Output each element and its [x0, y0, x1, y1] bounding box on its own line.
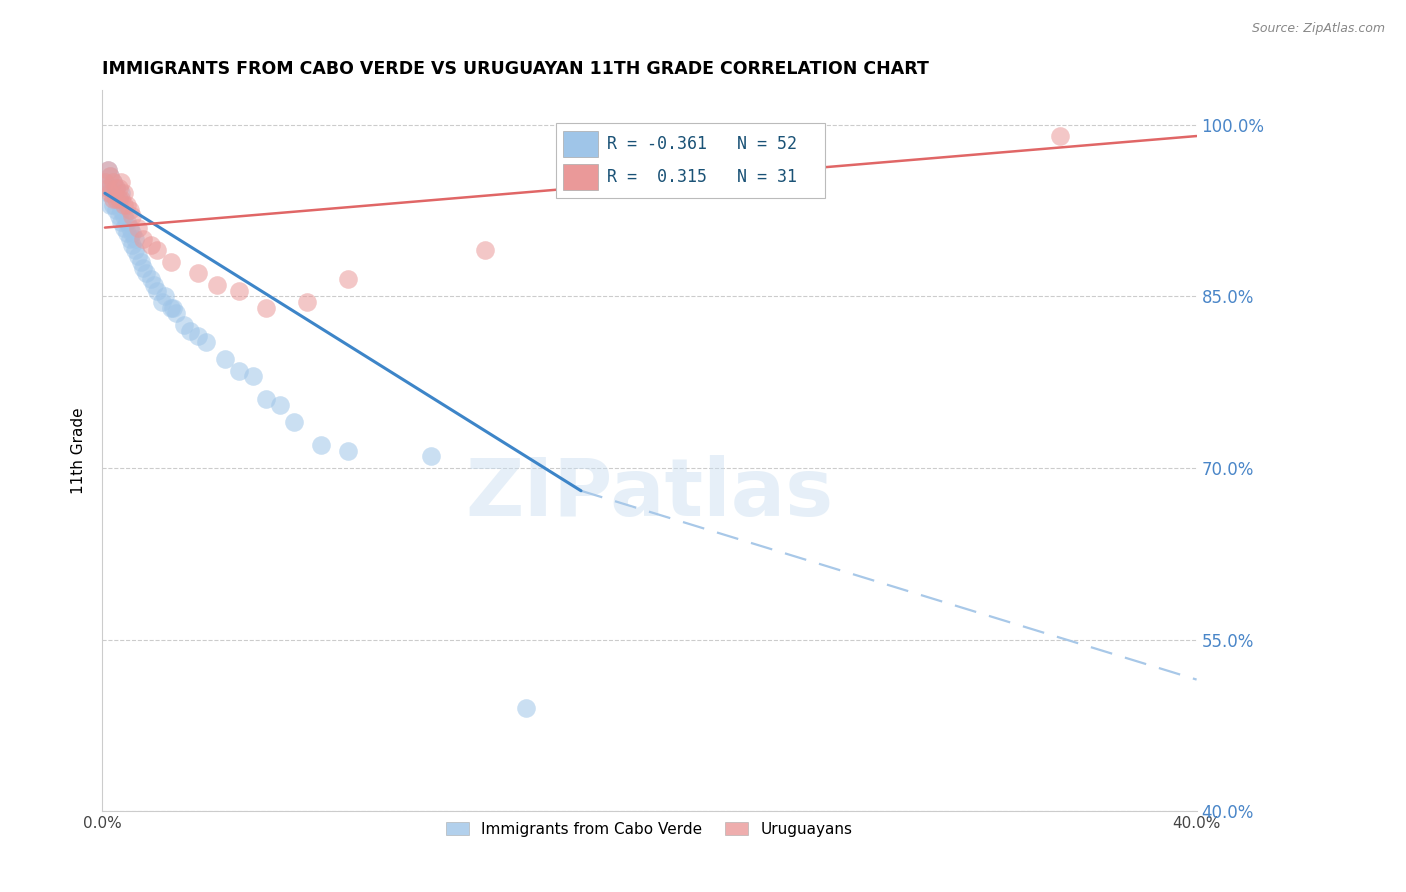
Point — [135, 266, 157, 280]
Point — [100, 186, 122, 201]
Point — [100, 169, 122, 183]
Point — [228, 284, 250, 298]
Point — [165, 306, 187, 320]
Text: R = -0.361   N = 52: R = -0.361 N = 52 — [607, 136, 797, 153]
Point — [309, 438, 332, 452]
Point — [515, 701, 537, 715]
Point — [100, 197, 122, 211]
Point — [195, 334, 218, 349]
Point — [118, 232, 141, 246]
Point — [254, 392, 277, 407]
Point — [101, 197, 124, 211]
Point — [107, 192, 129, 206]
Point — [110, 203, 132, 218]
Point — [159, 301, 181, 315]
Point — [124, 244, 146, 258]
Point — [104, 180, 127, 194]
Point — [110, 215, 132, 229]
Point — [337, 272, 360, 286]
Point — [107, 192, 129, 206]
Point — [104, 192, 127, 206]
Point — [146, 284, 169, 298]
Point — [97, 186, 120, 201]
Point — [179, 324, 201, 338]
Point — [159, 255, 181, 269]
Y-axis label: 11th Grade: 11th Grade — [72, 408, 86, 494]
Point — [112, 186, 135, 201]
Point — [104, 203, 127, 218]
Point — [187, 329, 209, 343]
Legend: Immigrants from Cabo Verde, Uruguayans: Immigrants from Cabo Verde, Uruguayans — [440, 816, 859, 843]
FancyBboxPatch shape — [562, 131, 598, 157]
Point — [121, 209, 143, 223]
Point — [173, 318, 195, 332]
Text: ZIPatlas: ZIPatlas — [465, 455, 834, 533]
Point — [141, 272, 163, 286]
Point — [141, 237, 163, 252]
Point — [118, 220, 141, 235]
Point — [110, 186, 132, 201]
Text: IMMIGRANTS FROM CABO VERDE VS URUGUAYAN 11TH GRADE CORRELATION CHART: IMMIGRANTS FROM CABO VERDE VS URUGUAYAN … — [103, 60, 929, 78]
Point — [146, 244, 169, 258]
Point — [101, 175, 124, 189]
Point — [283, 415, 305, 429]
FancyBboxPatch shape — [557, 123, 824, 198]
Point — [115, 227, 138, 241]
Point — [115, 215, 138, 229]
Point — [112, 197, 135, 211]
Point — [127, 220, 149, 235]
Point — [132, 232, 155, 246]
Point — [1049, 129, 1071, 144]
Point — [228, 363, 250, 377]
Point — [110, 175, 132, 189]
Point — [110, 192, 132, 206]
Point — [100, 180, 122, 194]
Point — [97, 180, 120, 194]
Point — [297, 295, 319, 310]
Point — [115, 197, 138, 211]
Point — [242, 369, 264, 384]
Point — [337, 443, 360, 458]
Point — [205, 277, 228, 292]
Text: Source: ZipAtlas.com: Source: ZipAtlas.com — [1251, 22, 1385, 36]
Point — [104, 192, 127, 206]
Point — [419, 450, 441, 464]
Point — [112, 220, 135, 235]
Point — [124, 232, 146, 246]
Point — [101, 192, 124, 206]
Point — [97, 163, 120, 178]
Point — [100, 169, 122, 183]
Point — [112, 209, 135, 223]
FancyBboxPatch shape — [562, 164, 598, 190]
Point — [107, 209, 129, 223]
Point — [187, 266, 209, 280]
Point — [254, 301, 277, 315]
Point — [132, 260, 155, 275]
Point — [162, 301, 184, 315]
Point — [127, 249, 149, 263]
Point — [101, 175, 124, 189]
Point — [143, 277, 166, 292]
Point — [152, 295, 174, 310]
Point — [474, 244, 496, 258]
Text: R =  0.315   N = 31: R = 0.315 N = 31 — [607, 168, 797, 186]
Point — [94, 175, 117, 189]
Point — [107, 180, 129, 194]
Point — [104, 180, 127, 194]
Point — [129, 255, 152, 269]
Point — [118, 203, 141, 218]
Point — [214, 352, 236, 367]
Point — [94, 175, 117, 189]
Point — [269, 398, 291, 412]
Point — [121, 227, 143, 241]
Point — [153, 289, 176, 303]
Point — [97, 163, 120, 178]
Point — [121, 237, 143, 252]
